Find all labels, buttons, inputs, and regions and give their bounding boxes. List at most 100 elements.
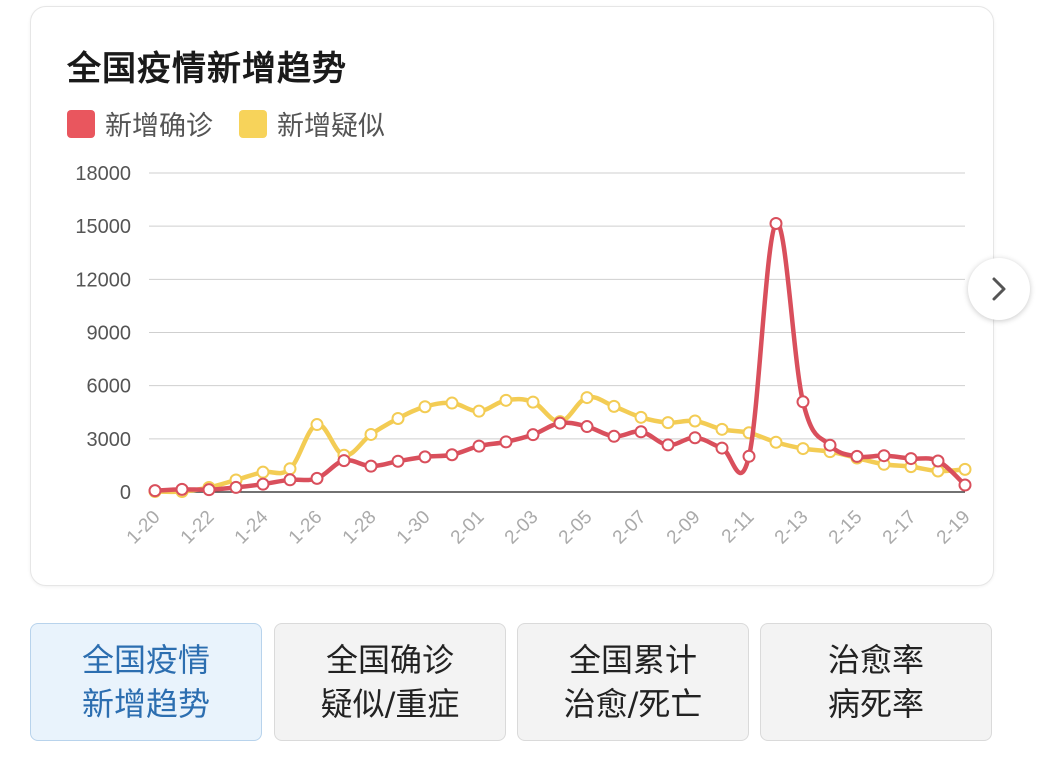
data-point-suspected[interactable] <box>607 399 621 413</box>
tab-label-line2: 治愈/死亡 <box>563 685 703 723</box>
data-point-suspected[interactable] <box>391 411 405 425</box>
data-point-suspected[interactable] <box>445 396 459 410</box>
data-point-confirmed[interactable] <box>499 435 513 449</box>
legend-item-confirmed[interactable]: 新增确诊 <box>67 104 213 143</box>
series-line-confirmed <box>152 221 968 493</box>
x-tick-label: 1-28 <box>339 507 381 549</box>
data-point-confirmed[interactable] <box>742 449 756 463</box>
data-point-suspected[interactable] <box>283 462 297 476</box>
tab-label-line2: 新增趋势 <box>81 685 210 723</box>
data-point-confirmed[interactable] <box>823 438 837 452</box>
x-tick-label: 1-24 <box>231 506 273 548</box>
data-point-confirmed[interactable] <box>148 484 162 498</box>
data-point-suspected[interactable] <box>796 442 810 456</box>
data-point-confirmed[interactable] <box>553 416 567 430</box>
data-point-confirmed[interactable] <box>850 449 864 463</box>
x-tick-label: 2-03 <box>501 507 543 549</box>
data-point-confirmed[interactable] <box>337 454 351 468</box>
tab-label-line2: 病死率 <box>827 685 924 723</box>
x-tick-label: 1-26 <box>285 507 327 549</box>
data-point-confirmed[interactable] <box>931 454 945 468</box>
x-tick-label: 2-09 <box>663 507 705 549</box>
data-point-confirmed[interactable] <box>391 454 405 468</box>
y-tick-label: 18000 <box>75 163 131 185</box>
data-point-suspected[interactable] <box>580 391 594 405</box>
data-point-confirmed[interactable] <box>580 420 594 434</box>
tab-label-line1: 治愈率 <box>827 641 924 679</box>
data-point-confirmed[interactable] <box>688 431 702 445</box>
data-point-confirmed[interactable] <box>904 452 918 466</box>
legend-label-suspected: 新增疑似 <box>277 111 385 142</box>
y-tick-label: 12000 <box>75 269 131 291</box>
data-point-suspected[interactable] <box>634 410 648 424</box>
next-chart-button[interactable] <box>968 258 1030 320</box>
data-point-confirmed[interactable] <box>202 483 216 497</box>
data-point-confirmed[interactable] <box>229 480 243 494</box>
x-tick-label: 2-11 <box>718 507 759 548</box>
data-point-suspected[interactable] <box>715 422 729 436</box>
chevron-right-icon <box>992 277 1006 301</box>
x-tick-label: 2-15 <box>825 507 867 549</box>
data-point-suspected[interactable] <box>364 427 378 441</box>
data-point-confirmed[interactable] <box>661 438 675 452</box>
tab-confirmed-suspected[interactable]: 全国确诊 疑似/重症 <box>274 623 506 741</box>
series-line-suspected <box>152 394 968 495</box>
data-point-confirmed[interactable] <box>256 477 270 491</box>
x-tick-label: 2-19 <box>933 507 975 549</box>
y-tick-label: 9000 <box>87 323 132 345</box>
data-point-confirmed[interactable] <box>877 449 891 463</box>
y-tick-label: 0 <box>120 482 131 504</box>
x-tick-label: 1-30 <box>393 507 435 549</box>
tab-label-line1: 全国疫情 <box>81 641 210 679</box>
tab-rates[interactable]: 治愈率 病死率 <box>760 623 992 741</box>
data-point-suspected[interactable] <box>688 414 702 428</box>
chart-legend: 新增确诊 新增疑似 <box>67 104 411 143</box>
data-point-suspected[interactable] <box>661 416 675 430</box>
x-tick-label: 1-20 <box>123 507 165 549</box>
x-tick-label: 2-01 <box>447 507 489 549</box>
line-chart: 0 3000 6000 9000 12000 15000 18000 1-20 1-22 1-2… <box>75 163 975 549</box>
data-point-suspected[interactable] <box>499 393 513 407</box>
legend-swatch-confirmed <box>67 109 95 138</box>
tab-new-trend[interactable]: 全国疫情 新增趋势 <box>30 623 262 741</box>
x-tick-label: 2-13 <box>771 507 813 549</box>
y-tick-label: 15000 <box>75 216 131 238</box>
data-point-suspected[interactable] <box>769 435 783 449</box>
data-point-confirmed[interactable] <box>364 459 378 473</box>
data-point-confirmed[interactable] <box>715 441 729 455</box>
data-point-confirmed[interactable] <box>958 478 972 492</box>
data-point-confirmed[interactable] <box>445 448 459 462</box>
tab-label-line1: 全国累计 <box>568 641 697 679</box>
data-point-suspected[interactable] <box>418 400 432 414</box>
tab-label-line1: 全国确诊 <box>325 641 454 679</box>
data-point-confirmed[interactable] <box>310 471 324 485</box>
data-point-suspected[interactable] <box>526 395 540 409</box>
x-tick-label: 2-17 <box>879 507 921 549</box>
tab-label-line2: 疑似/重症 <box>320 685 460 723</box>
chart-title: 全国疫情新增趋势 <box>67 49 347 89</box>
x-tick-label: 1-22 <box>177 507 219 549</box>
legend-swatch-suspected <box>239 109 267 138</box>
y-tick-label: 3000 <box>87 429 132 451</box>
x-tick-label: 2-07 <box>609 507 651 549</box>
legend-item-suspected[interactable]: 新增疑似 <box>239 104 385 143</box>
data-point-confirmed[interactable] <box>418 450 432 464</box>
data-point-suspected[interactable] <box>310 418 324 432</box>
data-point-confirmed[interactable] <box>607 429 621 443</box>
x-tick-label: 2-05 <box>555 507 597 549</box>
tab-cumulative[interactable]: 全国累计 治愈/死亡 <box>517 623 749 741</box>
legend-label-confirmed: 新增确诊 <box>105 111 213 142</box>
y-tick-label: 6000 <box>87 376 132 398</box>
data-point-confirmed[interactable] <box>472 439 486 453</box>
data-point-confirmed[interactable] <box>283 473 297 487</box>
data-point-suspected[interactable] <box>472 404 486 418</box>
data-point-suspected[interactable] <box>256 465 270 479</box>
chart-card: 全国疫情新增趋势 新增确诊 新增疑似 0 3000 6000 9000 12000 150… <box>30 6 994 586</box>
data-point-confirmed[interactable] <box>634 425 648 439</box>
data-point-confirmed[interactable] <box>769 216 783 230</box>
data-point-confirmed[interactable] <box>526 428 540 442</box>
data-point-confirmed[interactable] <box>796 395 810 409</box>
data-point-confirmed[interactable] <box>175 482 189 496</box>
data-point-suspected[interactable] <box>958 462 972 476</box>
chart-tabs: 全国疫情 新增趋势 全国确诊 疑似/重症 全国累计 治愈/死亡 治愈率 病死率 <box>30 623 995 743</box>
